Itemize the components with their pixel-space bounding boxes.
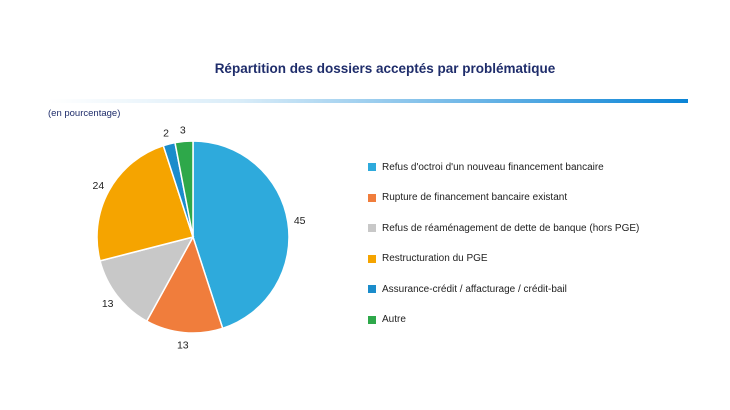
pie-value-label: 45 <box>294 215 306 227</box>
pie-value-labels: 45 13 13 24 2 3 <box>93 125 306 352</box>
legend-item: Restructuration du PGE <box>368 244 639 275</box>
legend-item: Refus d'octroi d'un nouveau financement … <box>368 152 639 183</box>
legend-swatch <box>368 193 376 202</box>
pie-value-label: 13 <box>102 298 114 310</box>
pie-slices <box>96 140 290 334</box>
legend-item: Assurance-crédit / affacturage / crédit-… <box>368 274 639 305</box>
legend-label: Restructuration du PGE <box>382 253 488 265</box>
title-underline <box>48 99 688 103</box>
pie-slice-refus-d-octroi-d-un-nouveau-financement-bancaire <box>192 140 290 330</box>
pie-slice-autre <box>174 140 194 238</box>
legend-swatch <box>368 254 376 263</box>
pie-slice-restructuration-du-pge <box>96 144 194 262</box>
legend-swatch <box>368 285 376 294</box>
legend-item: Rupture de financement bancaire existant <box>368 183 639 214</box>
legend-label: Refus de réaménagement de dette de banqu… <box>382 222 640 234</box>
legend-label: Rupture de financement bancaire existant <box>382 192 568 204</box>
legend-swatch <box>368 163 376 172</box>
chart-legend: Refus d'octroi d'un nouveau financement … <box>368 152 639 335</box>
legend-label: Autre <box>382 314 406 326</box>
chart-title: Répartition des dossiers acceptés par pr… <box>214 61 556 76</box>
legend-item: Refus de réaménagement de dette de banqu… <box>368 213 639 244</box>
unit-label: (en pourcentage) <box>48 108 121 119</box>
pie-value-label: 2 <box>163 127 169 139</box>
pie-value-label: 3 <box>180 125 186 137</box>
pie-slice-rupture-de-financement-bancaire-existant <box>145 235 224 334</box>
pie-value-label: 13 <box>177 340 189 352</box>
legend-item: Autre <box>368 305 639 336</box>
legend-swatch <box>368 315 376 324</box>
pie-value-label: 24 <box>93 180 105 192</box>
pie-slice-refus-de-reamenagement-de-dette-de-banque-hors-pge <box>99 235 195 323</box>
legend-label: Assurance-crédit / affacturage / crédit-… <box>382 283 567 295</box>
legend-swatch <box>368 224 376 233</box>
legend-label: Refus d'octroi d'un nouveau financement … <box>382 161 604 173</box>
